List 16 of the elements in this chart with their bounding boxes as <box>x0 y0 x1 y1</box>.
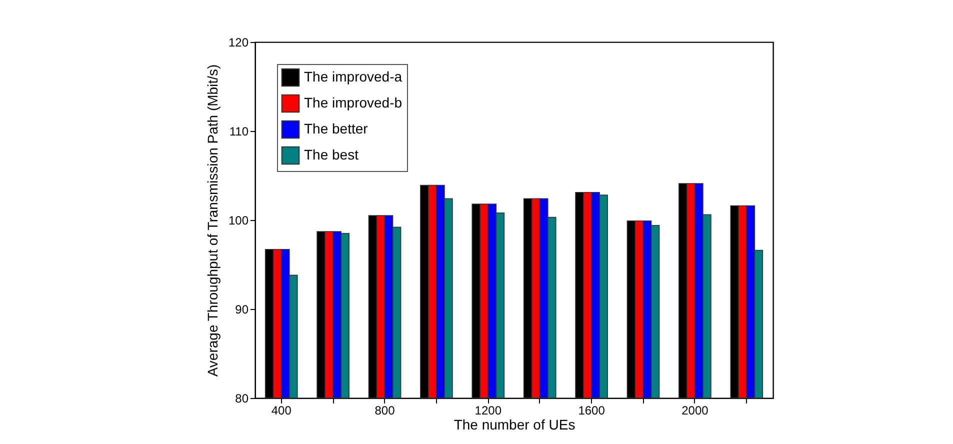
y-tick-label: 80 <box>235 392 249 406</box>
x-axis-title: The number of UEs <box>454 416 576 432</box>
x-tick-label: 2000 <box>682 404 709 418</box>
y-axis-title: Average Throughput of Transmission Path (Mbit/s) <box>204 64 220 377</box>
legend-label: The improved-b <box>304 94 402 110</box>
y-tick-label: 120 <box>228 36 249 50</box>
legend-label: The better <box>304 120 368 136</box>
x-tick-label: 400 <box>271 404 292 418</box>
x-tick-label: 1200 <box>474 404 502 418</box>
x-tick-label: 1600 <box>578 404 606 418</box>
legend-label: The improved-a <box>304 68 402 84</box>
y-tick-label: 110 <box>229 124 249 138</box>
legend-label: The best <box>304 146 359 162</box>
x-tick-label: 800 <box>374 404 396 418</box>
y-tick-label: 90 <box>235 302 249 316</box>
y-tick-label: 100 <box>228 214 249 228</box>
